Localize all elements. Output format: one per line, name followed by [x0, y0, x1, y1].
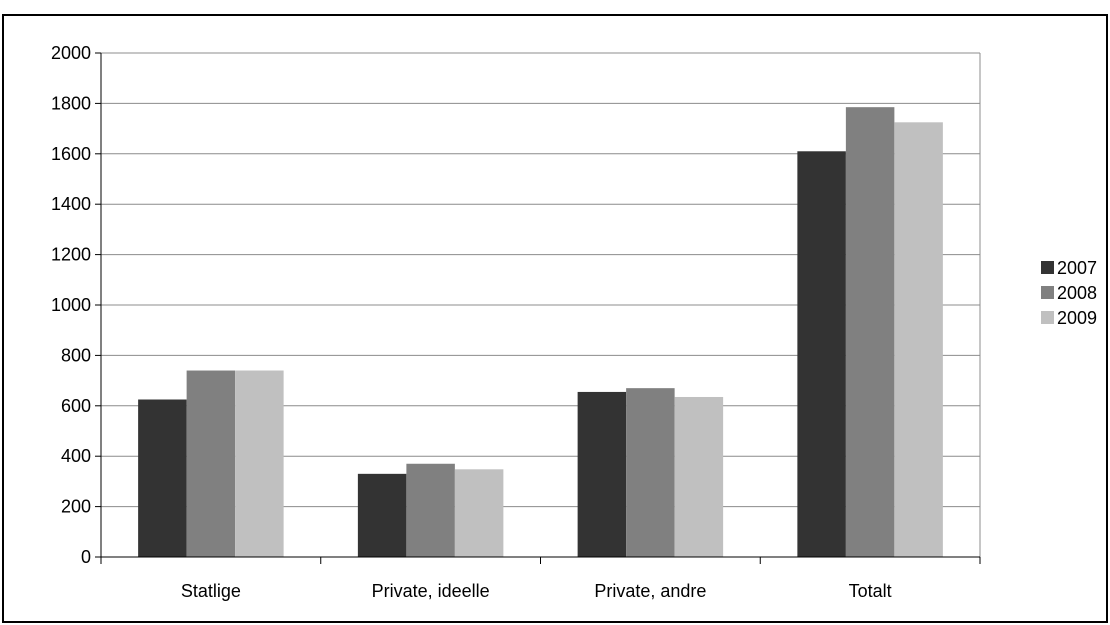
legend-label-2007: 2007 [1057, 258, 1097, 278]
legend-swatch-2007 [1041, 261, 1054, 274]
x-tick-label-private-andre: Private, andre [594, 581, 706, 601]
bar-private-ideelle-2008 [406, 463, 455, 557]
y-tick-label-1400: 1400 [51, 194, 91, 214]
y-tick-label-1600: 1600 [51, 144, 91, 164]
y-tick-label-600: 600 [61, 396, 91, 416]
axes [95, 52, 981, 564]
bar-private-ideelle-2009 [454, 469, 504, 557]
y-tick-label-1800: 1800 [51, 93, 91, 113]
y-tick-label-2000: 2000 [51, 43, 91, 63]
x-tick-label-totalt: Totalt [849, 581, 892, 601]
y-tick-label-400: 400 [61, 446, 91, 466]
bar-totalt-2008 [845, 107, 895, 558]
bar-private-ideelle-2007 [357, 473, 407, 557]
bar-statlige-2007 [138, 399, 187, 557]
legend-label-2008: 2008 [1057, 283, 1097, 303]
legend-swatch-2009 [1041, 311, 1054, 324]
bars [138, 107, 943, 558]
y-tick-label-200: 200 [61, 497, 91, 517]
y-tick-label-1000: 1000 [51, 295, 91, 315]
y-tick-label-800: 800 [61, 345, 91, 365]
x-tick-label-private-ideelle: Private, ideelle [372, 581, 490, 601]
bar-private-andre-2008 [626, 388, 675, 557]
bar-totalt-2009 [894, 122, 943, 558]
bar-private-andre-2009 [674, 396, 724, 557]
legend: 2007 2008 2009 [1041, 258, 1097, 328]
x-tick-label-statlige: Statlige [181, 581, 241, 601]
y-tick-label-1200: 1200 [51, 245, 91, 265]
bar-totalt-2007 [797, 151, 846, 557]
y-tick-label-0: 0 [81, 547, 91, 567]
bar-statlige-2008 [186, 370, 236, 557]
bar-statlige-2009 [235, 370, 284, 557]
legend-label-2009: 2009 [1057, 308, 1097, 328]
x-axis-tick-labels: Statlige Private, ideelle Private, andre To… [181, 581, 892, 601]
bar-private-andre-2007 [577, 391, 627, 557]
legend-swatch-2008 [1041, 286, 1054, 299]
y-axis-tick-labels: 0 200 400 600 800 1000 1200 1400 1600 1800 2000 [51, 43, 91, 567]
